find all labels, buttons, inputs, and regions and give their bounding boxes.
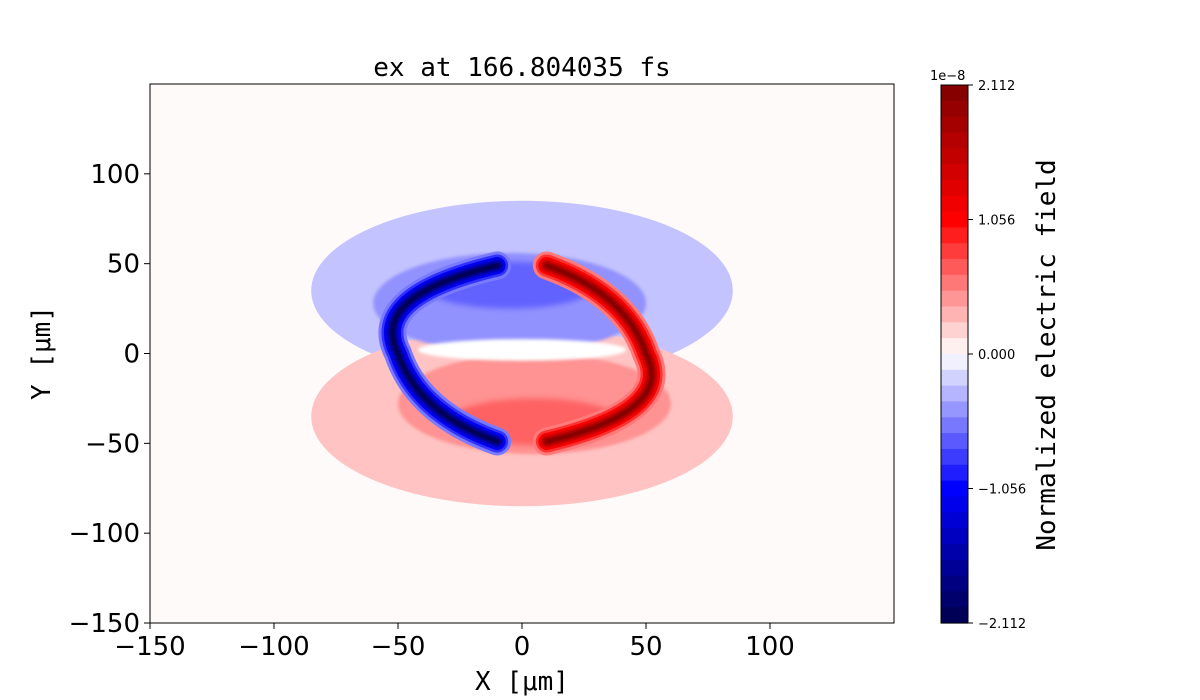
colorbar-band <box>941 433 968 450</box>
colorbar-band <box>941 195 968 213</box>
colorbar-tick-label: −1.056 <box>978 483 1026 498</box>
colorbar-band <box>941 290 968 308</box>
colorbar-band <box>941 559 968 577</box>
colorbar-band <box>941 100 968 118</box>
colorbar-band <box>941 448 968 466</box>
colorbar-band <box>941 543 968 561</box>
colorbar-offset-text: 1e−8 <box>930 69 965 84</box>
colorbar-tick-label: 1.056 <box>978 214 1015 229</box>
negative-crescent-level-6 <box>390 263 500 444</box>
chart-title: ex at 166.804035 fs <box>373 53 670 83</box>
colorbar-band <box>941 227 968 244</box>
colorbar: 2.112 1.056 0.000 −1.056 −2.112 1e−8 Normali… <box>930 69 1062 632</box>
colorbar-band <box>941 480 968 498</box>
colorbar-band <box>941 607 968 624</box>
colorbar-band <box>941 211 968 229</box>
colorbar-band <box>941 354 968 371</box>
colorbar-band <box>941 575 968 592</box>
y-tick-label: 100 <box>90 160 140 190</box>
colorbar-band <box>941 85 968 102</box>
negative-crescent <box>378 251 512 456</box>
y-tick-label: 50 <box>107 250 140 280</box>
plot-area: −150 −100 −50 0 50 100 −150 −100 −50 0 50 100 <box>69 83 895 662</box>
colorbar-band <box>941 116 968 134</box>
y-axis-label: Y [μm] <box>27 306 57 400</box>
colorbar-tick-label: −2.112 <box>978 617 1026 632</box>
colorbar-band <box>941 322 968 339</box>
y-axis-ticks: −150 −100 −50 0 50 100 <box>69 160 150 639</box>
y-tick-label: −100 <box>69 519 140 549</box>
colorbar-band <box>941 306 968 323</box>
colorbar-band <box>941 164 968 181</box>
colorbar-band <box>941 591 968 608</box>
colorbar-label: Normalized electric field <box>1032 159 1062 550</box>
y-tick-label: 0 <box>123 340 140 370</box>
x-tick-label: 100 <box>745 632 795 662</box>
zero-band <box>417 339 627 361</box>
colorbar-ticks: 2.112 1.056 0.000 −1.056 −2.112 <box>968 79 1026 632</box>
x-axis-label: X [μm] <box>475 667 569 697</box>
positive-crescent <box>532 251 666 456</box>
colorbar-band <box>941 417 968 434</box>
x-tick-label: 0 <box>514 632 531 662</box>
colorbar-band <box>941 274 968 292</box>
colorbar-band <box>941 528 968 545</box>
colorbar-band <box>941 148 968 165</box>
positive-crescent-level-6 <box>544 263 654 444</box>
colorbar-band <box>941 385 968 403</box>
colorbar-tick-label: 2.112 <box>978 79 1015 94</box>
colorbar-band <box>941 243 968 260</box>
colorbar-band <box>941 496 968 513</box>
field-map <box>311 200 733 507</box>
y-tick-label: −50 <box>85 429 140 459</box>
x-tick-label: −50 <box>371 632 426 662</box>
colorbar-band <box>941 464 968 482</box>
colorbar-band <box>941 259 968 276</box>
x-tick-label: 50 <box>629 632 662 662</box>
x-axis-ticks: −150 −100 −50 0 50 100 <box>114 623 795 662</box>
colorbar-band <box>941 369 968 387</box>
colorbar-band <box>941 179 968 197</box>
y-tick-label: −150 <box>69 609 140 639</box>
x-tick-label: −150 <box>114 632 185 662</box>
x-tick-label: −100 <box>238 632 309 662</box>
colorbar-band <box>941 401 968 418</box>
colorbar-band <box>941 132 968 149</box>
colorbar-tick-label: 0.000 <box>978 348 1015 363</box>
colorbar-band <box>941 512 968 529</box>
colorbar-band <box>941 338 968 355</box>
colorbar-bands <box>941 85 968 624</box>
